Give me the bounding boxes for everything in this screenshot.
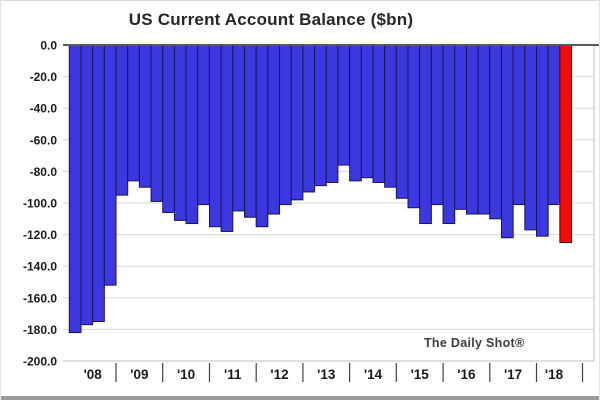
bar-2011-Q3 <box>232 44 246 212</box>
y-tick-label: -120.0 <box>23 228 57 242</box>
x-year-label: '10 <box>177 367 195 382</box>
bar-2013-Q2 <box>314 44 327 187</box>
bar-2018-Q1 <box>536 44 549 237</box>
x-year-label: '12 <box>270 367 288 382</box>
bar-2018-Q3 <box>559 44 573 243</box>
bar-2008-Q1 <box>68 44 82 334</box>
x-year-label: '13 <box>317 367 336 382</box>
bar-2013-Q4 <box>337 44 351 166</box>
bar-2015-Q1 <box>395 44 409 199</box>
x-year-label: '09 <box>130 367 148 382</box>
bar-2012-Q3 <box>279 44 292 206</box>
bar-2011-Q1 <box>208 44 222 228</box>
bar-2014-Q3 <box>372 44 386 183</box>
y-tick-label: -140.0 <box>23 260 57 274</box>
bar-2015-Q3 <box>419 44 432 225</box>
bar-2010-Q2 <box>173 44 187 221</box>
y-tick-label: -200.0 <box>23 355 57 369</box>
bar-2015-Q4 <box>430 44 444 206</box>
x-year-label: '11 <box>224 367 242 382</box>
bar-2011-Q2 <box>220 44 234 232</box>
chart-title: US Current Account Balance ($bn) <box>128 10 414 29</box>
bar-2016-Q1 <box>442 44 456 225</box>
bar-2014-Q2 <box>360 44 374 179</box>
x-year-label: '14 <box>364 367 383 382</box>
bar-2009-Q2 <box>127 44 140 182</box>
bar-2009-Q4 <box>150 44 164 202</box>
bar-2013-Q1 <box>302 44 316 193</box>
bar-2017-Q3 <box>512 44 526 206</box>
bar-2016-Q3 <box>465 44 479 215</box>
x-year-label: '17 <box>504 367 522 382</box>
y-tick-label: -60.0 <box>30 133 58 147</box>
bar-2015-Q2 <box>407 44 421 209</box>
bar-2017-Q2 <box>500 44 514 239</box>
watermark-text: The Daily Shot® <box>424 336 525 350</box>
bar-2016-Q2 <box>454 44 467 210</box>
bar-2013-Q3 <box>325 44 339 183</box>
bar-2009-Q3 <box>138 44 152 188</box>
x-year-label: '16 <box>457 367 476 382</box>
y-tick-label: -160.0 <box>23 291 57 305</box>
bar-2011-Q4 <box>244 44 257 218</box>
x-year-label: '18 <box>545 367 564 382</box>
y-tick-label: 0.0 <box>40 39 57 53</box>
bar-2014-Q4 <box>384 44 397 188</box>
bar-2008-Q2 <box>80 44 94 326</box>
bar-2012-Q4 <box>290 44 304 201</box>
y-tick-label: -20.0 <box>30 70 58 84</box>
y-tick-label: -40.0 <box>30 102 58 116</box>
bar-2012-Q2 <box>267 44 281 215</box>
x-year-label: '08 <box>84 367 103 382</box>
bar-2010-Q4 <box>197 44 210 206</box>
bar-2017-Q4 <box>524 44 538 231</box>
bar-2010-Q1 <box>162 44 175 213</box>
y-tick-label: -100.0 <box>23 197 57 211</box>
y-tick-label: -80.0 <box>30 165 58 179</box>
bar-2018-Q2 <box>547 44 561 206</box>
bar-2016-Q4 <box>477 44 491 215</box>
y-tick-label: -180.0 <box>23 323 57 337</box>
bar-2012-Q1 <box>255 44 269 228</box>
bar-2014-Q1 <box>349 44 362 182</box>
bar-2010-Q3 <box>185 44 199 225</box>
bar-2008-Q4 <box>103 44 117 286</box>
bar-2017-Q1 <box>489 44 502 220</box>
bar-2009-Q1 <box>115 44 129 196</box>
bar-2008-Q3 <box>92 44 105 322</box>
x-year-label: '15 <box>411 367 430 382</box>
